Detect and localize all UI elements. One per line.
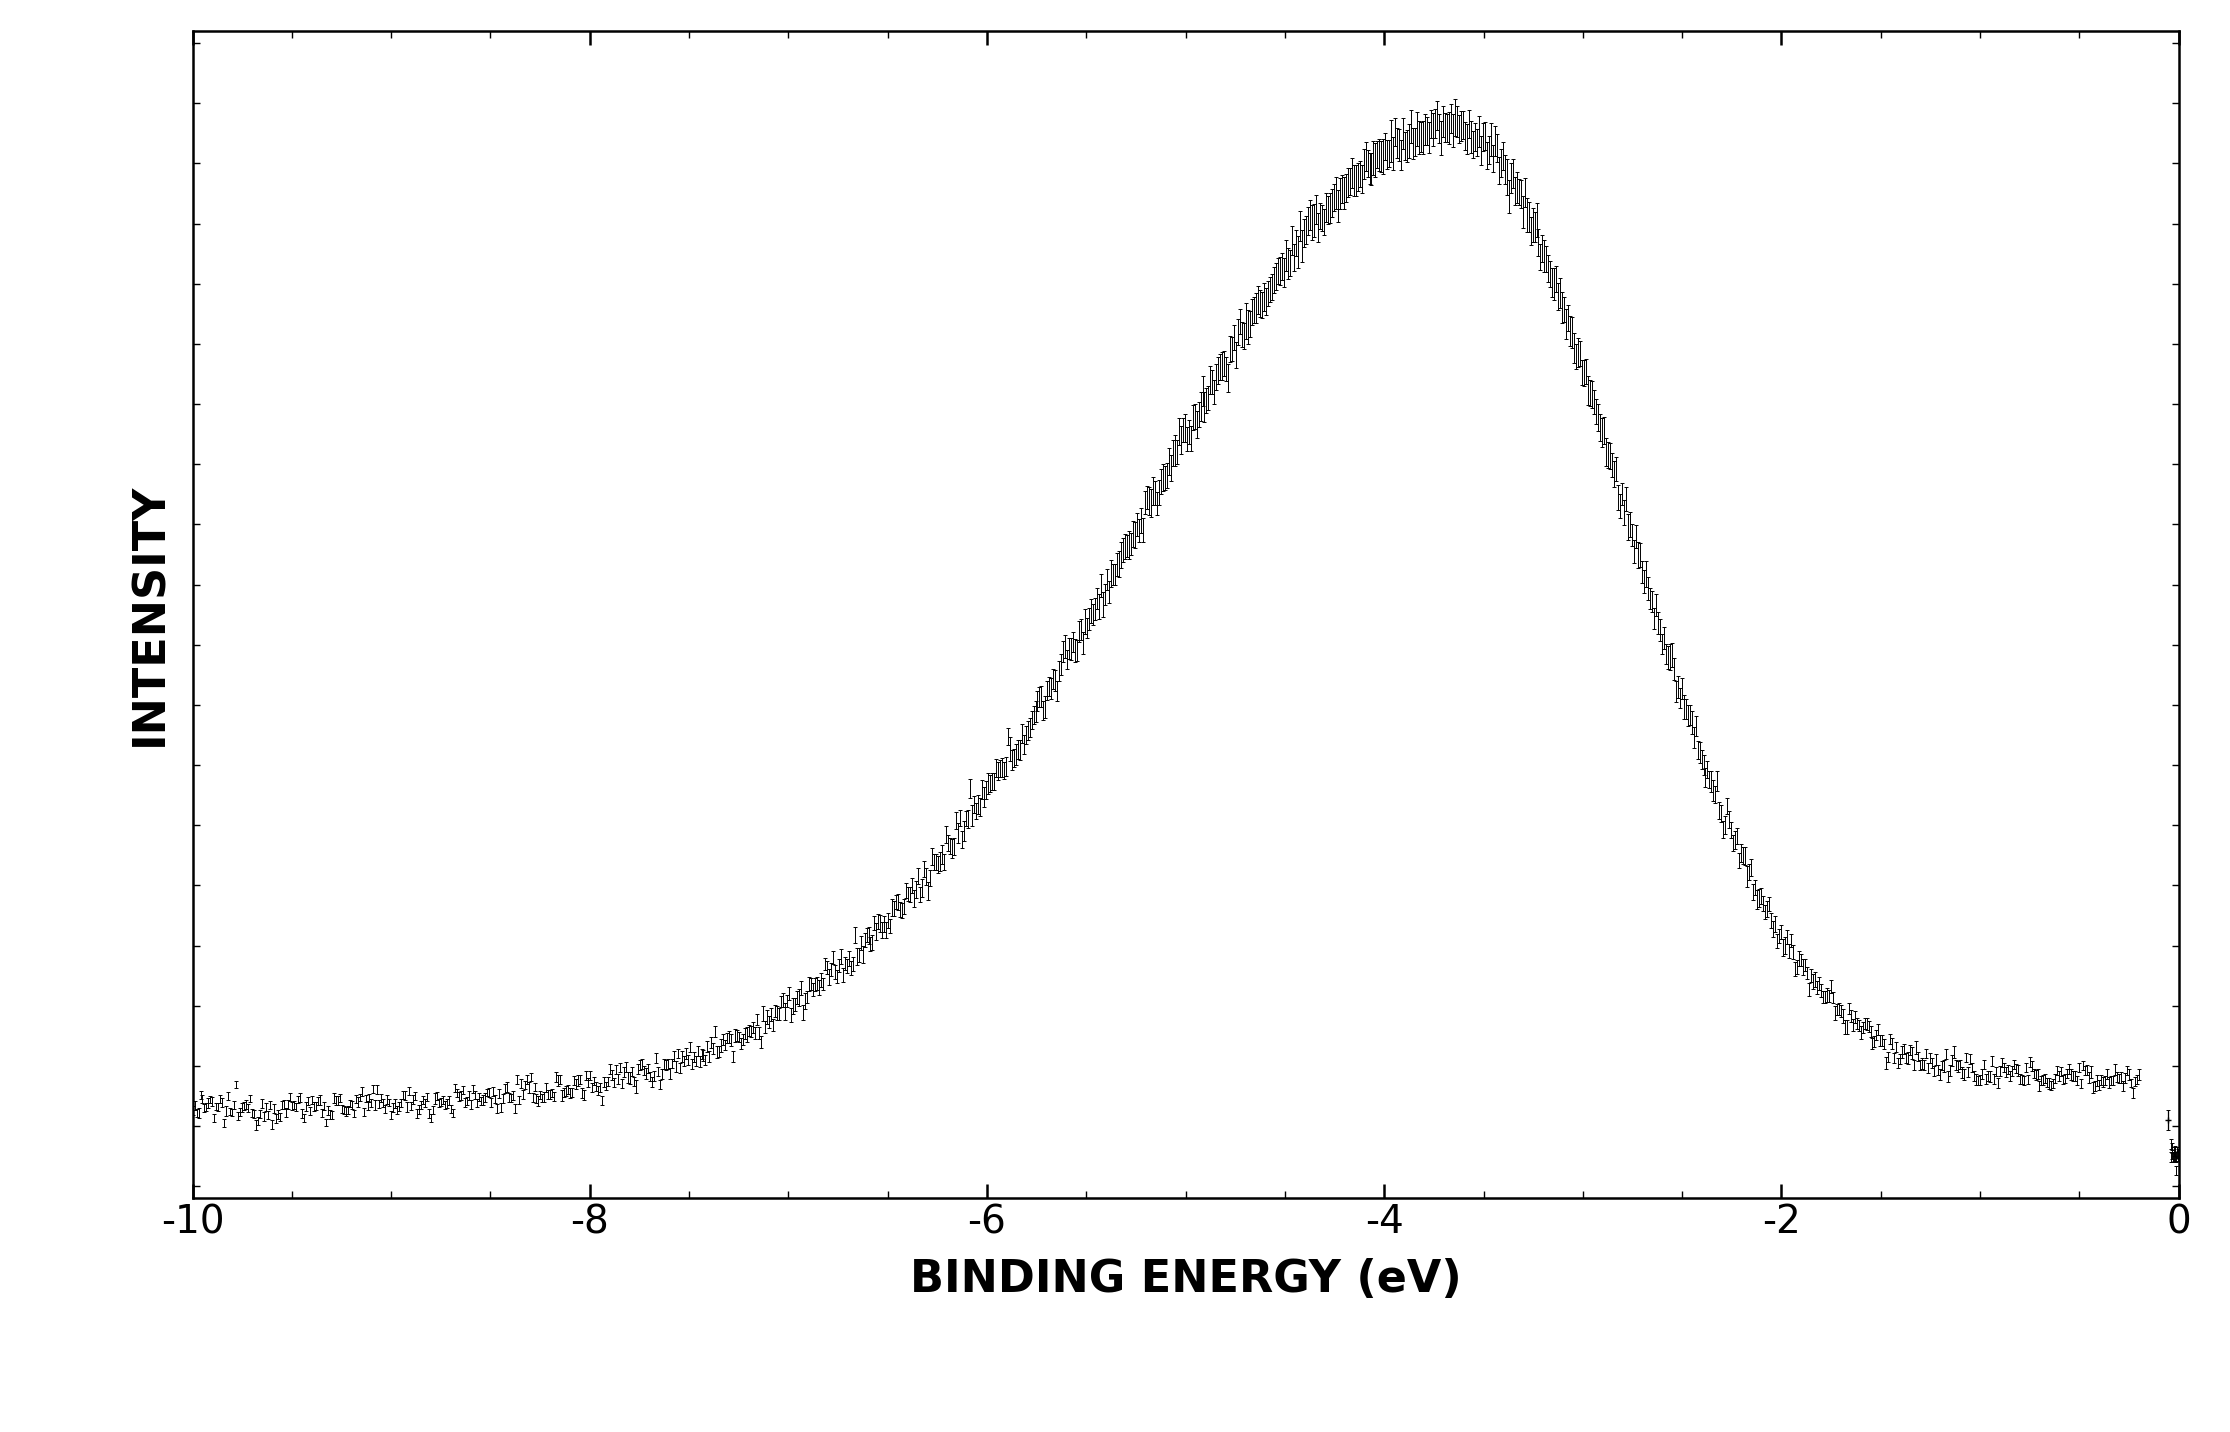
Y-axis label: INTENSITY: INTENSITY: [127, 483, 172, 746]
X-axis label: BINDING ENERGY (eV): BINDING ENERGY (eV): [910, 1257, 1461, 1300]
